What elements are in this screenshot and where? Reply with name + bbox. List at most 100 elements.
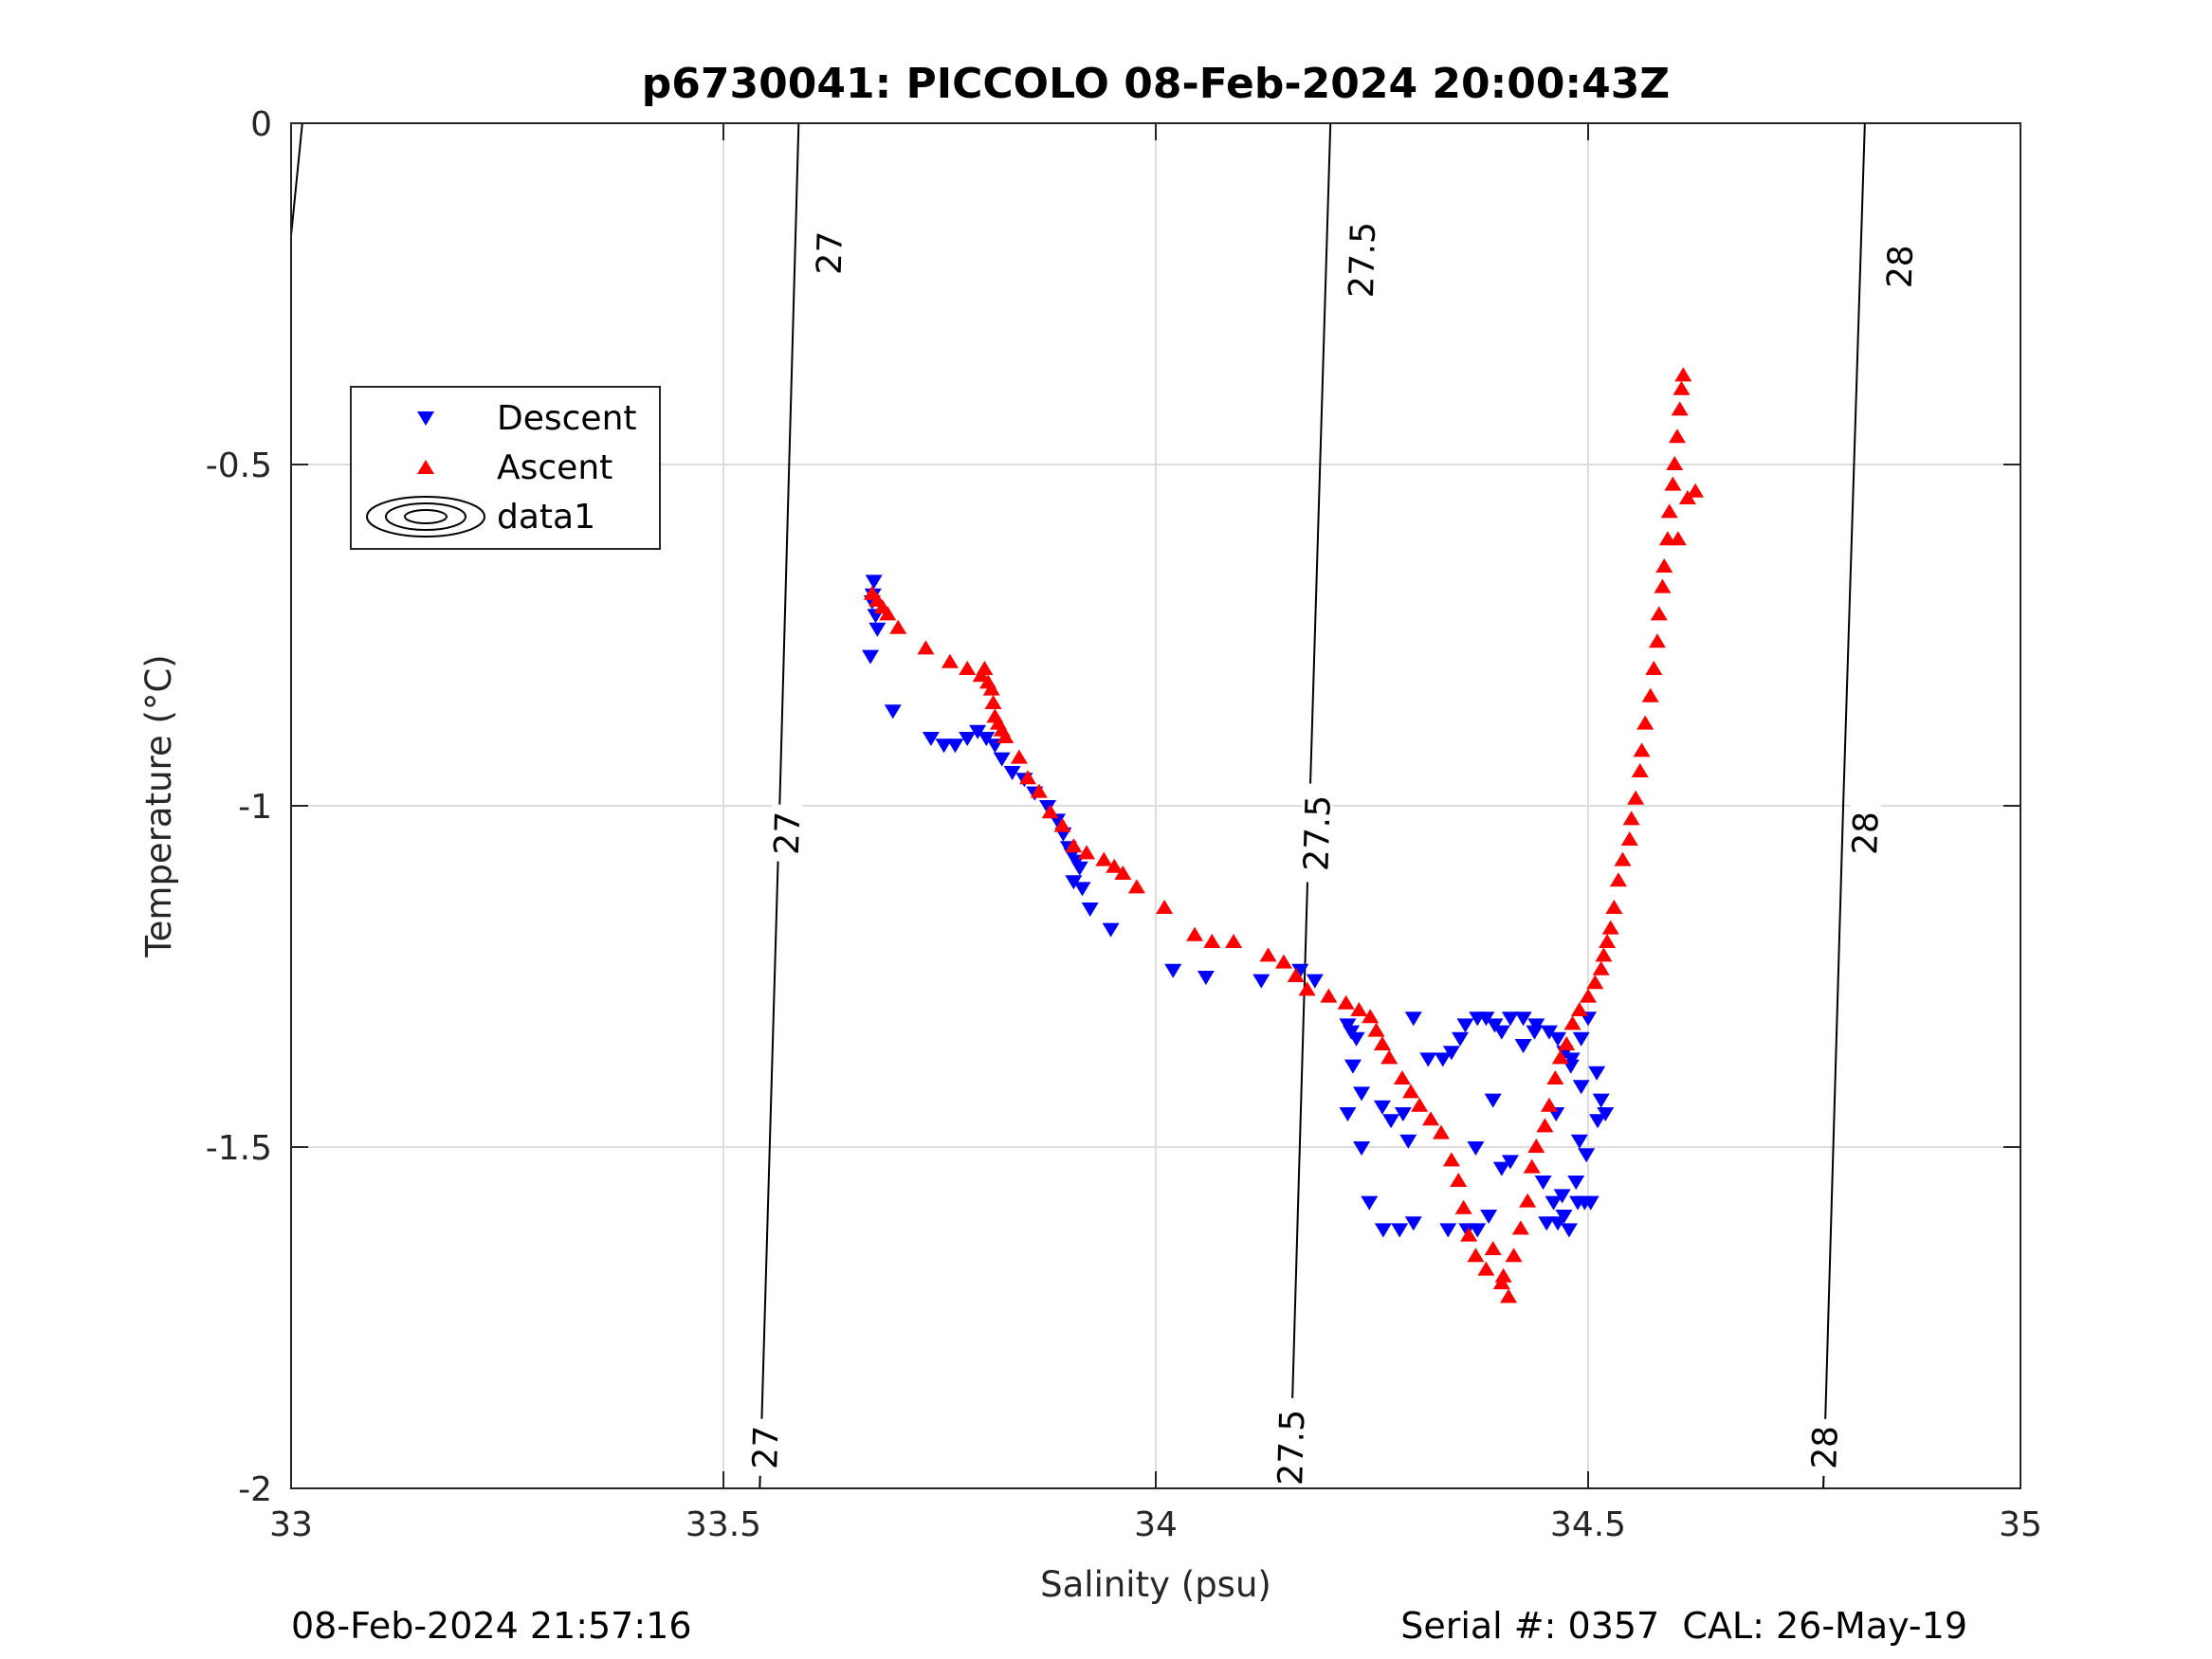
ascent-point xyxy=(1563,1015,1581,1030)
ascent-point xyxy=(1259,947,1277,962)
x-axis-ticks: 33 33.5 34 34.5 35 xyxy=(269,123,2042,1544)
ascent-point xyxy=(1551,1049,1569,1065)
descent-point xyxy=(1252,974,1271,989)
contour-label-group: 27 xyxy=(746,1418,786,1477)
contour-label-group: 27 xyxy=(768,804,808,863)
ascent-point xyxy=(1650,606,1668,621)
contour-label-backing xyxy=(1808,1418,1840,1477)
descent-point xyxy=(862,649,880,665)
contour-label-group: 28 xyxy=(1846,804,1887,863)
descent-point xyxy=(1560,1223,1578,1238)
ascent-point xyxy=(1156,900,1174,914)
descent-point xyxy=(1572,1080,1590,1095)
descent-point xyxy=(1434,1052,1452,1067)
ascent-point xyxy=(941,653,959,668)
ascent-point xyxy=(1019,770,1037,785)
contour-label-backing xyxy=(1273,1397,1307,1498)
descent-point xyxy=(1039,800,1056,814)
descent-point xyxy=(1339,1107,1357,1121)
descent-point xyxy=(959,732,977,746)
descent-point xyxy=(868,622,887,637)
contour-label-backing xyxy=(770,804,803,863)
contour-label-backing xyxy=(1848,804,1881,863)
ascent-point xyxy=(1422,1111,1440,1126)
ascent-point xyxy=(996,729,1015,743)
contour-label-27.5: 27.5 xyxy=(1343,221,1383,298)
descent-point xyxy=(1514,1012,1532,1027)
descent-point xyxy=(1102,922,1120,938)
ascent-point xyxy=(879,606,897,621)
ascent-point xyxy=(1467,1248,1485,1263)
legend-ascent-label: Ascent xyxy=(497,448,612,487)
ascent-point xyxy=(889,619,907,634)
descent-point xyxy=(1592,1093,1610,1108)
descent-point xyxy=(884,704,902,720)
chart-title: p6730041: PICCOLO 08-Feb-2024 20:00:43Z xyxy=(642,60,1670,108)
contour-label-27.5: 27.5 xyxy=(1271,1409,1312,1486)
descent-point xyxy=(1526,1025,1544,1040)
ascent-point xyxy=(1622,811,1640,826)
descent-point xyxy=(1553,1189,1571,1204)
y-tick-label: -1.5 xyxy=(206,1129,272,1168)
ascent-point xyxy=(1442,1152,1460,1167)
ascent-point xyxy=(959,661,977,675)
ascent-point xyxy=(984,695,1002,709)
x-tick-label: 33.5 xyxy=(686,1505,761,1544)
contour-label-backing xyxy=(1883,237,1916,296)
ascent-point xyxy=(982,681,1000,696)
legend-descent-label: Descent xyxy=(497,399,637,438)
descent-point xyxy=(1353,1141,1371,1156)
ascent-point xyxy=(1654,578,1672,593)
ascent-point xyxy=(1645,661,1663,675)
descent-point xyxy=(1404,1012,1422,1027)
descent-point xyxy=(1492,1161,1510,1176)
legend-box xyxy=(350,386,661,550)
ascent-point xyxy=(1225,934,1243,948)
footer-serial-cal: Serial #: 0357 CAL: 26-May-19 xyxy=(1400,1605,1967,1647)
ascent-point xyxy=(1641,687,1659,702)
ascent-point xyxy=(1460,1227,1478,1242)
ascent-point xyxy=(1664,476,1682,491)
descent-point xyxy=(1480,1210,1498,1224)
descent-point xyxy=(1164,963,1182,978)
descent-point xyxy=(1361,1195,1379,1211)
ascent-point xyxy=(1402,1084,1420,1099)
contour-label-backing xyxy=(1300,783,1334,884)
ascent-point xyxy=(1454,1199,1472,1214)
descent-point xyxy=(1073,882,1091,897)
ascent-point xyxy=(1500,1288,1518,1304)
descent-point xyxy=(1347,1031,1365,1047)
descent-point xyxy=(1452,1031,1470,1047)
ascent-point xyxy=(1393,1070,1411,1085)
ascent-point xyxy=(1592,960,1610,975)
ascent-point xyxy=(1095,851,1113,866)
descent-point xyxy=(1514,1039,1532,1053)
descent-point xyxy=(1469,1223,1487,1238)
descent-point xyxy=(1291,963,1309,978)
ascent-point xyxy=(1505,1248,1523,1263)
x-tick-label: 33 xyxy=(269,1505,313,1544)
legend: Descent Ascent data1 xyxy=(350,386,661,550)
descent-point xyxy=(1477,1012,1495,1027)
footer-timestamp: 08-Feb-2024 21:57:16 xyxy=(291,1605,692,1647)
ascent-point xyxy=(1450,1173,1468,1187)
x-tick-label: 35 xyxy=(1999,1505,2042,1544)
ascent-point xyxy=(1511,1220,1529,1235)
descent-point xyxy=(1538,1216,1556,1231)
descent-point xyxy=(978,732,996,746)
y-axis-label: Temperature (°C) xyxy=(138,654,179,957)
descent-point xyxy=(1065,875,1083,890)
ascent-point xyxy=(1362,1009,1380,1024)
ascent-point xyxy=(1519,1193,1537,1208)
ascent-point xyxy=(1570,1002,1588,1016)
y-tick-label: 0 xyxy=(250,105,272,144)
ascent-point xyxy=(1674,367,1692,382)
contour-label-group: 28 xyxy=(1805,1418,1846,1477)
descent-point xyxy=(1353,1086,1371,1102)
descent-point xyxy=(1581,1195,1600,1211)
y-tick-label: -0.5 xyxy=(206,447,272,485)
ascent-point xyxy=(1655,558,1673,573)
descent-point xyxy=(1540,1025,1558,1040)
contour-label-backing xyxy=(813,224,846,283)
descent-point xyxy=(969,724,987,739)
